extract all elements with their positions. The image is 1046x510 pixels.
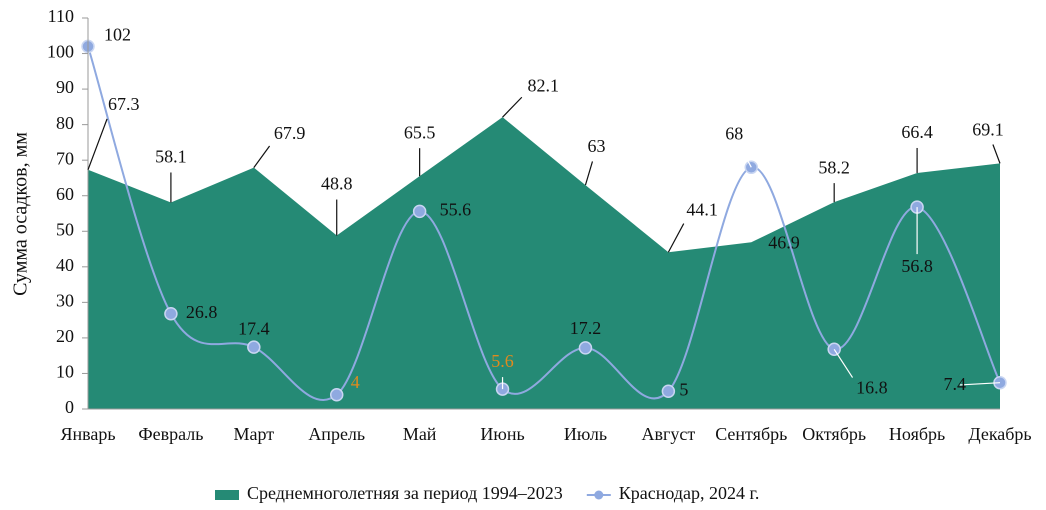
data-label: 65.5 [404, 122, 436, 142]
data-label: 17.2 [570, 318, 602, 338]
y-tick-label: 40 [56, 255, 74, 275]
data-label: 58.1 [155, 147, 187, 167]
leader-line [667, 223, 685, 253]
x-tick-label: Ноябрь [889, 424, 945, 444]
legend-label: Краснодар, 2024 г. [619, 483, 760, 503]
leader-line [253, 145, 271, 168]
data-label: 48.8 [321, 174, 353, 194]
x-tick-label: Март [234, 424, 275, 444]
x-tick-label: Февраль [138, 424, 203, 444]
data-label: 5 [679, 379, 688, 399]
marker [247, 340, 261, 354]
x-tick-label: Май [403, 424, 437, 444]
data-label: 7.4 [944, 374, 967, 394]
y-tick-label: 90 [56, 77, 74, 97]
legend-swatch [215, 490, 239, 500]
marker [661, 384, 676, 398]
marker [329, 388, 344, 402]
y-tick-label: 50 [56, 219, 74, 239]
data-label: 16.8 [856, 377, 888, 397]
y-tick-label: 100 [47, 42, 74, 62]
marker [164, 306, 178, 321]
leader-line [740, 147, 752, 168]
x-tick-label: Август [641, 424, 695, 444]
x-tick-label: Октябрь [802, 424, 866, 444]
data-label: 66.4 [901, 122, 933, 142]
y-tick-label: 20 [56, 326, 74, 346]
data-label: 102 [104, 25, 131, 45]
leader-line [992, 144, 1001, 164]
data-label: 4 [351, 372, 360, 392]
y-tick-label: 110 [48, 6, 74, 26]
data-label: 17.4 [238, 318, 270, 338]
marker [578, 341, 593, 355]
legend-swatch [594, 490, 604, 500]
x-tick-label: Июнь [480, 424, 524, 444]
y-tick-label: 60 [56, 184, 74, 204]
marker [412, 204, 427, 219]
data-label: 82.1 [528, 75, 560, 95]
data-label: 5.6 [491, 351, 514, 371]
y-tick-label: 0 [65, 397, 74, 417]
x-tick-label: Сентябрь [715, 424, 787, 444]
data-label: 56.8 [901, 256, 933, 276]
y-tick-label: 30 [56, 290, 74, 310]
y-tick-label: 80 [56, 113, 74, 133]
leader-line [87, 118, 108, 170]
x-tick-label: Декабрь [968, 424, 1031, 444]
x-tick-label: Июль [564, 424, 607, 444]
data-label: 46.9 [768, 232, 800, 252]
legend-label: Среднемноголетняя за период 1994–2023 [247, 483, 563, 503]
data-label: 67.3 [108, 94, 140, 114]
data-label: 44.1 [686, 199, 718, 219]
y-tick-label: 10 [56, 362, 74, 382]
leader-line [833, 348, 854, 378]
data-label: 55.6 [440, 199, 472, 219]
data-label: 58.2 [818, 157, 850, 177]
leader-line [584, 161, 594, 186]
leader-line [959, 382, 1001, 386]
data-label: 68 [725, 123, 743, 143]
leader-line [502, 96, 523, 118]
y-axis-label: Сумма осадков, мм [10, 132, 32, 296]
x-tick-label: Апрель [308, 424, 365, 444]
line [87, 46, 1001, 402]
data-label: 26.8 [186, 302, 218, 322]
area [88, 117, 1000, 410]
data-label: 67.9 [274, 123, 306, 143]
x-tick-label: Январь [60, 424, 115, 444]
data-label: 69.1 [972, 120, 1004, 140]
data-label: 63 [587, 136, 605, 156]
y-tick-label: 70 [56, 148, 74, 168]
